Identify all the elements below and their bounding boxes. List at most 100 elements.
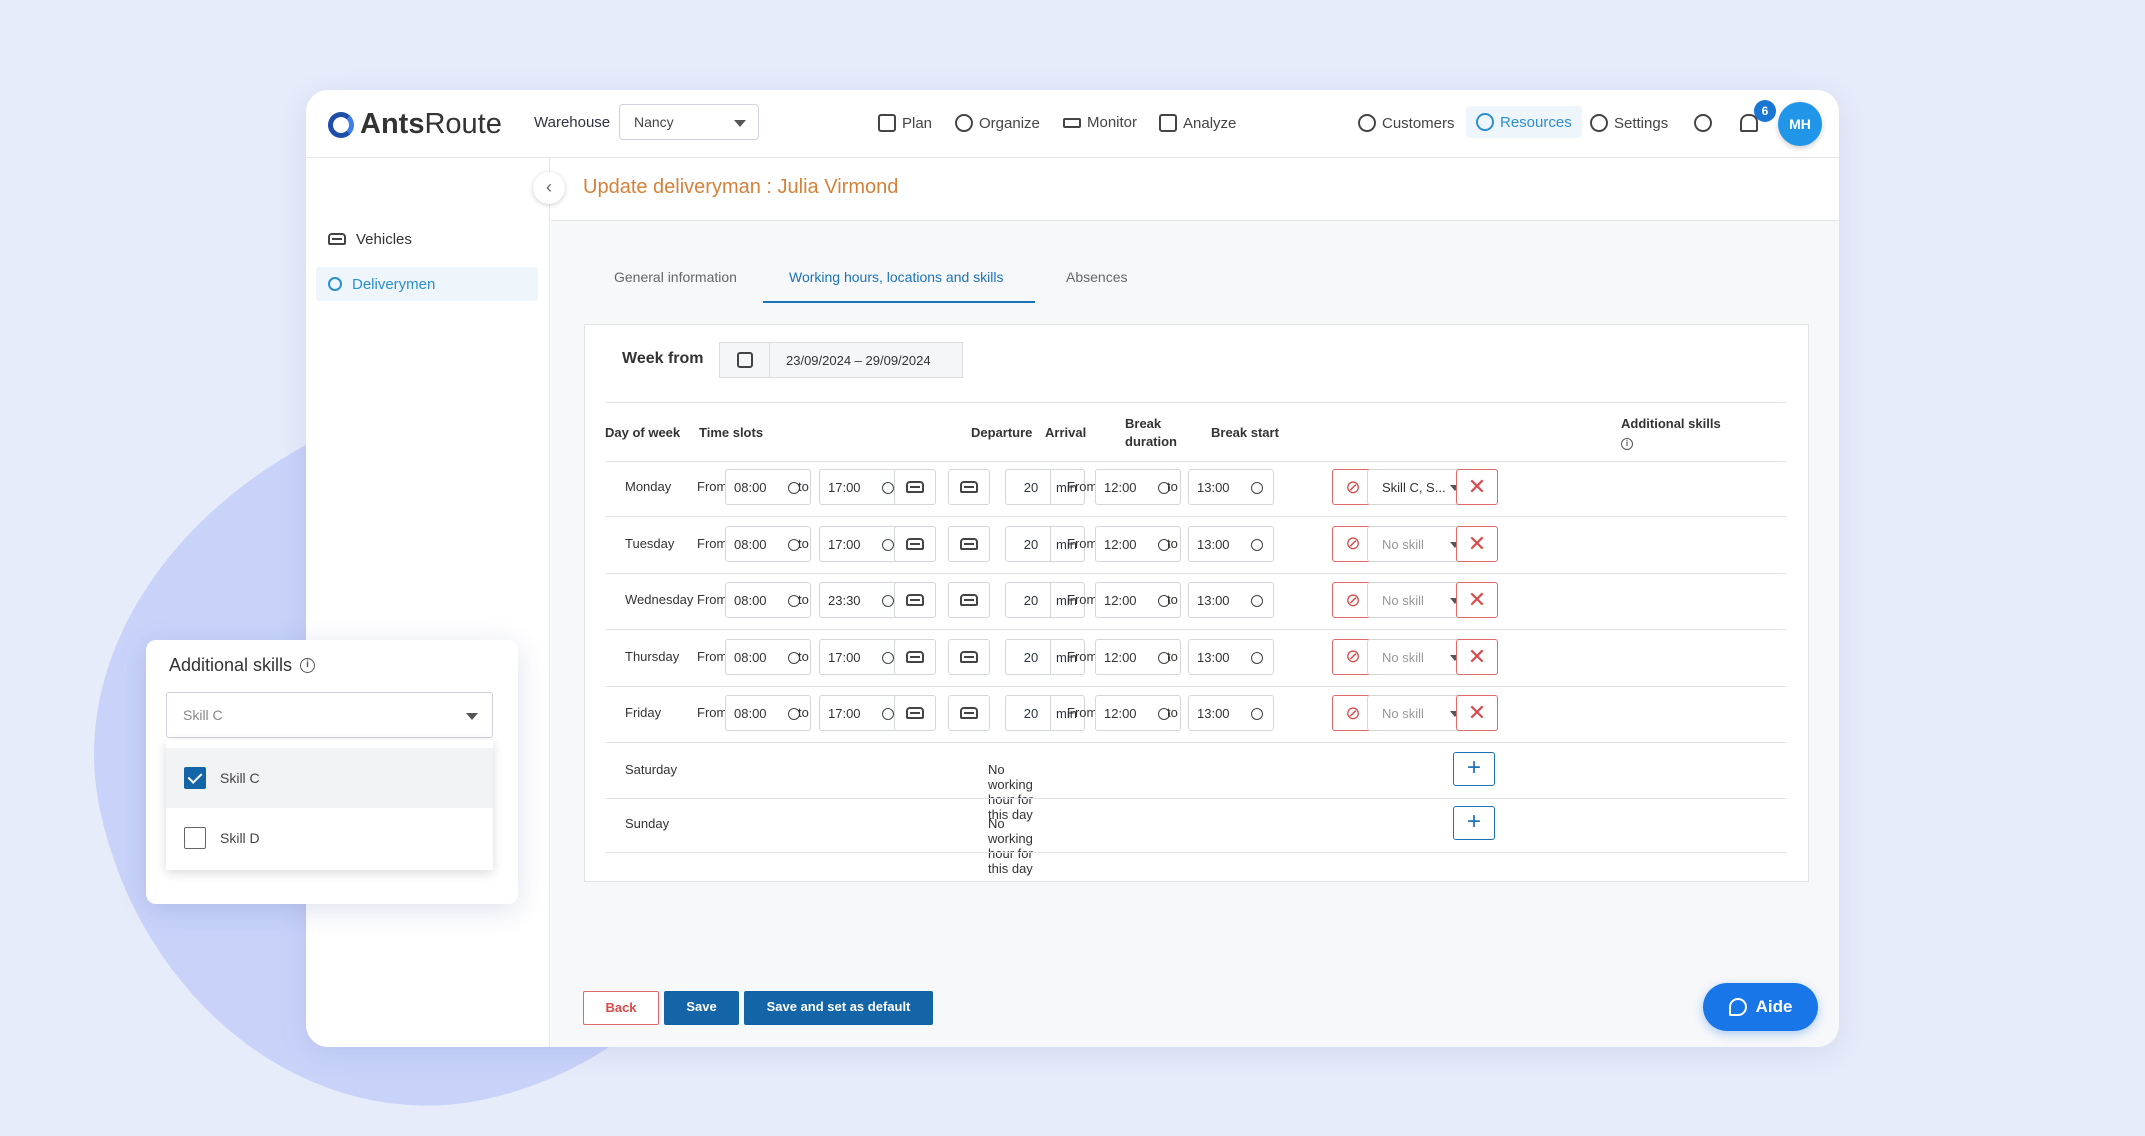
nav-plan[interactable]: Plan [878,114,932,132]
header-departure: Departure [971,425,1033,440]
nav-analyze[interactable]: Analyze [1159,114,1236,132]
break-duration-input[interactable]: 20 min [1005,525,1085,562]
slot-start-input[interactable]: 08:00 [725,525,811,562]
help-button[interactable]: Aide [1703,983,1818,1031]
car-icon [906,481,924,493]
skills-select[interactable]: Skill C, S... [1367,469,1473,505]
departure-location-button[interactable] [894,638,936,675]
add-time-slot-button[interactable]: + [1453,751,1495,786]
sidebar-item-vehicles[interactable]: Vehicles [316,222,538,256]
save-button[interactable]: Save [664,991,739,1025]
delete-day-button[interactable]: ✕ [1456,638,1498,675]
checkbox-unchecked[interactable] [184,827,206,849]
break-duration-input[interactable]: 20 min [1005,695,1085,731]
avatar[interactable]: MH [1778,102,1822,146]
slot-start-input[interactable]: 08:00 [725,582,811,618]
nav-settings[interactable]: Settings [1590,114,1668,132]
skills-select[interactable]: No skill [1367,695,1473,731]
logo[interactable]: Ants Route [328,108,502,141]
nav-monitor[interactable]: Monitor [1063,114,1137,131]
departure-location-button[interactable] [894,695,936,731]
info-icon[interactable]: i [1621,438,1633,450]
break-end-input[interactable]: 13:00 [1188,695,1274,731]
signpost-icon [1063,117,1081,128]
break-end-input[interactable]: 13:00 [1188,638,1274,675]
chevron-down-icon [1450,541,1460,548]
break-start-input[interactable]: 12:00 [1095,695,1181,731]
break-from-label: From [1067,648,1098,664]
break-start-input[interactable]: 12:00 [1095,582,1181,618]
info-icon[interactable]: i [300,658,316,673]
sidebar-item-label: Vehicles [356,230,412,248]
delete-day-button[interactable]: ✕ [1456,582,1498,618]
tab-absences[interactable]: Absences [1066,269,1128,285]
slot-end-input[interactable]: 17:00 [819,469,905,505]
break-end-input[interactable]: 13:00 [1188,469,1274,505]
arrival-location-button[interactable] [948,525,990,562]
to-label: to [798,648,809,664]
slot-start-input[interactable]: 08:00 [725,469,811,505]
break-duration-input[interactable]: 20 min [1005,469,1085,505]
slot-start-input[interactable]: 08:00 [725,695,811,731]
break-start-input[interactable]: 12:00 [1095,525,1181,562]
tab-working-hours[interactable]: Working hours, locations and skills [789,269,1004,285]
slot-end-input[interactable]: 17:00 [819,695,905,731]
break-to-label: to [1167,648,1178,664]
min-label: min [1050,583,1082,617]
slot-end-input[interactable]: 17:00 [819,525,905,562]
warehouse-select[interactable]: Nancy [619,104,759,140]
break-to-label: to [1167,535,1178,551]
skills-select[interactable]: No skill [1367,638,1473,675]
to-label: to [798,705,809,720]
skills-select[interactable]: No skill [1367,525,1473,562]
nav-label: Monitor [1087,114,1138,131]
search-button[interactable] [1694,114,1712,132]
warehouse-value: Nancy [634,114,674,130]
slot-end-input[interactable]: 17:00 [819,638,905,675]
back-button[interactable]: Back [583,991,659,1025]
clock-icon [1158,538,1170,551]
break-duration-input[interactable]: 20 min [1005,638,1085,675]
add-time-slot-button[interactable]: + [1453,805,1495,840]
skill-option-d[interactable]: Skill D [166,808,493,868]
skill-value: No skill [1382,536,1424,552]
week-date-picker[interactable]: 23/09/2024 – 29/09/2024 [719,342,963,378]
chart-icon [1159,114,1177,132]
break-duration-input[interactable]: 20 min [1005,582,1085,618]
departure-location-button[interactable] [894,525,936,562]
skills-select[interactable]: Skill C [166,692,493,738]
arrival-location-button[interactable] [948,638,990,675]
arrival-location-button[interactable] [948,582,990,618]
popover-title-text: Additional skills [169,655,293,675]
nav-customers[interactable]: Customers [1358,114,1455,132]
break-end-input[interactable]: 13:00 [1188,525,1274,562]
notifications-button[interactable] [1740,114,1758,132]
skill-option-c[interactable]: Skill C [166,748,493,808]
sidebar-item-deliverymen[interactable]: Deliverymen [316,267,538,301]
arrival-location-button[interactable] [948,695,990,731]
slot-start-input[interactable]: 08:00 [725,638,811,675]
save-and-set-default-button[interactable]: Save and set as default [744,991,933,1025]
delete-day-button[interactable]: ✕ [1456,525,1498,562]
collapse-sidebar-button[interactable]: ‹ [533,172,565,204]
gear-icon [1590,114,1608,132]
header-arrival: Arrival [1045,425,1087,440]
nav-resources[interactable]: Resources [1466,106,1582,138]
nav-organize[interactable]: Organize [955,114,1040,132]
nav-label: Analyze [1183,114,1237,132]
skill-value: Skill C, S... [1382,480,1446,495]
departure-location-button[interactable] [894,582,936,618]
departure-location-button[interactable] [894,469,936,505]
delete-day-button[interactable]: ✕ [1456,695,1498,731]
clock-icon [788,482,800,494]
slot-end-input[interactable]: 23:30 [819,582,905,618]
break-to-label: to [1167,705,1178,720]
break-start-input[interactable]: 12:00 [1095,469,1181,505]
break-start-input[interactable]: 12:00 [1095,638,1181,675]
delete-day-button[interactable]: ✕ [1456,469,1498,505]
break-end-input[interactable]: 13:00 [1188,582,1274,618]
checkbox-checked[interactable] [184,767,206,789]
tab-general-information[interactable]: General information [614,269,737,285]
break-from-label: From [1067,592,1098,607]
arrival-location-button[interactable] [948,469,990,505]
